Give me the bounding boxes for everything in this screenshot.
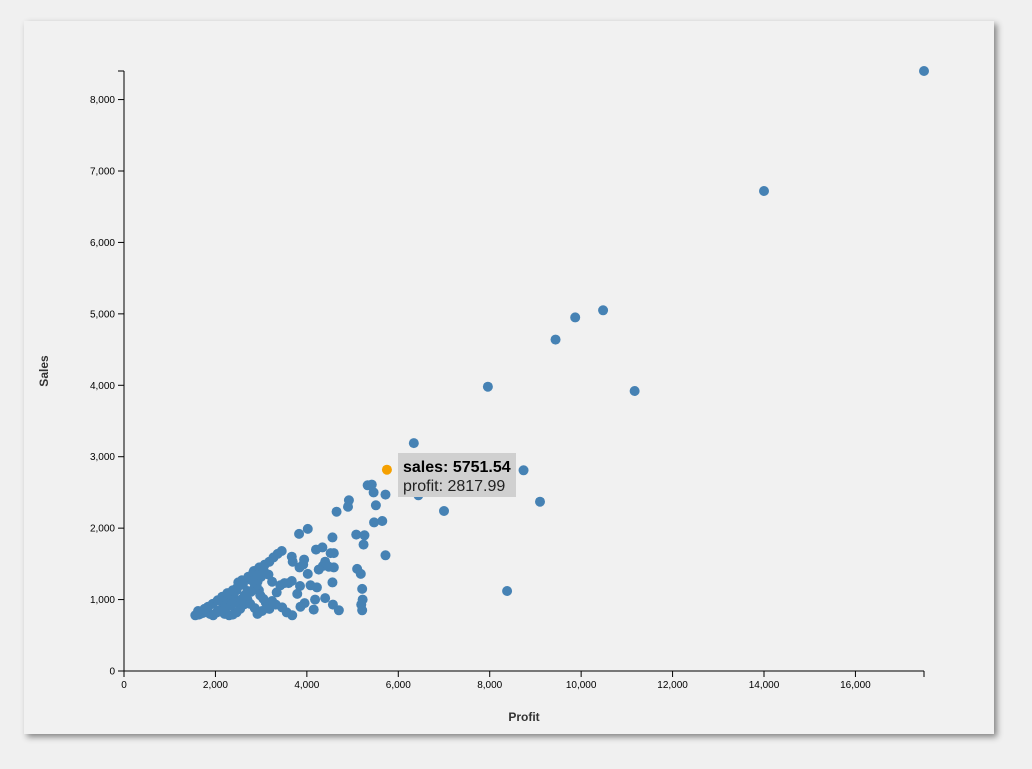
data-point[interactable] bbox=[320, 556, 331, 567]
data-point[interactable] bbox=[380, 550, 391, 561]
data-point[interactable] bbox=[240, 591, 251, 601]
y-tick-label: 5,000 bbox=[90, 309, 115, 320]
data-point[interactable] bbox=[598, 305, 609, 316]
y-tick-label: 6,000 bbox=[90, 238, 115, 249]
y-tick-label: 1,000 bbox=[90, 595, 115, 606]
data-point[interactable] bbox=[377, 516, 388, 526]
data-point[interactable] bbox=[237, 579, 248, 590]
x-tick-label: 10,000 bbox=[566, 680, 597, 691]
scatter-chart: 0 2,000 4,000 6,000 8,000 10,000 12,000 14,000 1… bbox=[37, 66, 929, 724]
x-tick-label: 2,000 bbox=[203, 680, 228, 691]
data-point[interactable] bbox=[366, 479, 377, 490]
data-point[interactable] bbox=[327, 577, 338, 588]
data-point[interactable] bbox=[351, 529, 362, 540]
data-point[interactable] bbox=[320, 593, 331, 604]
data-point[interactable] bbox=[308, 604, 319, 615]
data-point[interactable] bbox=[357, 583, 368, 594]
y-tick-label: 4,000 bbox=[90, 381, 115, 392]
data-point[interactable] bbox=[302, 523, 313, 534]
data-point[interactable] bbox=[370, 500, 381, 511]
data-point[interactable] bbox=[294, 562, 305, 573]
data-point[interactable] bbox=[305, 580, 316, 591]
highlight-group bbox=[381, 464, 392, 475]
data-point[interactable] bbox=[295, 581, 305, 591]
chart-card: 0 2,000 4,000 6,000 8,000 10,000 12,000 14,000 1… bbox=[24, 21, 994, 734]
data-point[interactable] bbox=[759, 186, 769, 196]
data-point[interactable] bbox=[299, 554, 310, 565]
y-axis-title: Sales bbox=[37, 355, 51, 387]
data-point[interactable] bbox=[550, 334, 561, 345]
data-point[interactable] bbox=[355, 568, 366, 579]
x-tick-label: 4,000 bbox=[294, 680, 319, 691]
data-point[interactable] bbox=[919, 66, 929, 76]
data-point[interactable] bbox=[369, 517, 380, 528]
y-ticks: 0 1,000 2,000 3,000 4,000 5,000 6,000 7,000 8,00… bbox=[90, 95, 124, 678]
tooltip-sales: sales: 5751.54 bbox=[403, 459, 511, 476]
x-ticks: 0 2,000 4,000 6,000 8,000 10,000 12,000 14,000 1… bbox=[121, 671, 871, 691]
tooltip: sales: 5751.54 profit: 2817.99 bbox=[398, 453, 516, 497]
y-tick-label: 0 bbox=[109, 667, 115, 678]
x-tick-label: 14,000 bbox=[749, 680, 780, 691]
x-tick-label: 6,000 bbox=[386, 680, 411, 691]
data-point[interactable] bbox=[629, 386, 640, 396]
y-tick-label: 8,000 bbox=[90, 95, 115, 106]
data-point[interactable] bbox=[302, 568, 313, 579]
data-point[interactable] bbox=[286, 551, 297, 562]
data-point[interactable] bbox=[264, 556, 275, 567]
data-point[interactable] bbox=[331, 506, 342, 517]
y-tick-label: 2,000 bbox=[90, 524, 115, 535]
data-point[interactable] bbox=[325, 548, 336, 559]
data-point[interactable] bbox=[357, 605, 368, 616]
tooltip-profit: profit: 2817.99 bbox=[403, 478, 505, 495]
data-point[interactable] bbox=[368, 487, 379, 498]
data-point[interactable] bbox=[267, 596, 278, 606]
data-point[interactable] bbox=[439, 506, 449, 516]
data-point[interactable] bbox=[518, 465, 529, 476]
data-point[interactable] bbox=[295, 601, 306, 612]
data-point[interactable] bbox=[570, 312, 581, 323]
data-point[interactable] bbox=[310, 594, 321, 605]
data-point[interactable] bbox=[380, 489, 391, 500]
x-tick-label: 12,000 bbox=[657, 680, 688, 691]
y-tick-label: 3,000 bbox=[90, 452, 115, 463]
data-point[interactable] bbox=[535, 496, 545, 507]
data-point[interactable] bbox=[327, 599, 338, 610]
points-group bbox=[190, 66, 929, 621]
data-point[interactable] bbox=[343, 501, 353, 512]
highlighted-data-point[interactable] bbox=[381, 464, 392, 475]
data-point[interactable] bbox=[408, 438, 419, 449]
x-tick-label: 16,000 bbox=[840, 680, 871, 691]
data-point[interactable] bbox=[359, 530, 370, 541]
x-tick-label: 8,000 bbox=[477, 680, 502, 691]
x-tick-label: 0 bbox=[121, 680, 127, 691]
data-point[interactable] bbox=[313, 564, 324, 575]
data-point[interactable] bbox=[247, 576, 258, 586]
tooltip-box bbox=[398, 453, 516, 497]
data-point[interactable] bbox=[482, 381, 493, 392]
x-axis-title: Profit bbox=[508, 710, 539, 724]
data-point[interactable] bbox=[502, 586, 513, 596]
data-point[interactable] bbox=[292, 588, 303, 599]
data-point[interactable] bbox=[275, 580, 286, 591]
data-point[interactable] bbox=[311, 544, 321, 555]
data-point[interactable] bbox=[358, 539, 369, 550]
y-tick-label: 7,000 bbox=[90, 167, 115, 178]
data-point[interactable] bbox=[294, 528, 305, 539]
data-point[interactable] bbox=[327, 532, 338, 543]
